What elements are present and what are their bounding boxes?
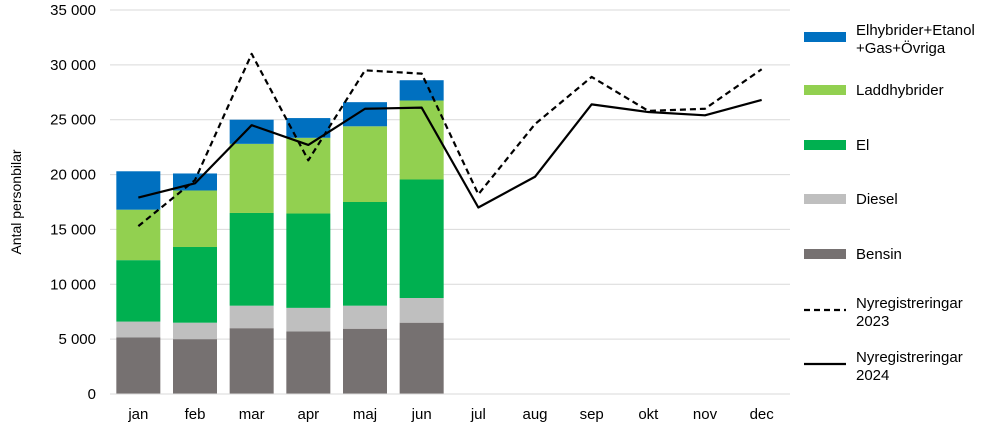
y-axis-title: Antal personbilar — [8, 149, 24, 254]
line-nyregistreringar-2024 — [138, 98, 762, 209]
bars — [116, 80, 444, 394]
legend-label: Laddhybrider — [856, 82, 944, 99]
x-tick-label: mar — [239, 406, 265, 423]
y-tick-label: 20 000 — [50, 167, 96, 184]
legend-swatch — [804, 32, 846, 42]
bar-segment-elhybrider-etanol-gas-vriga — [286, 118, 331, 138]
x-tick-label: feb — [185, 406, 206, 423]
x-tick-label: sep — [580, 406, 604, 423]
legend-label: Bensin — [856, 246, 902, 263]
y-tick-label: 35 000 — [50, 2, 96, 19]
x-tick-label: aug — [522, 406, 547, 423]
legend-label: Nyregistreringar — [856, 349, 963, 366]
bar-segment-el — [173, 246, 217, 323]
bar-segment-elhybrider-etanol-gas-vriga — [399, 80, 444, 101]
bar-segment-elhybrider-etanol-gas-vriga — [343, 102, 387, 127]
bar-segment-bensin — [173, 339, 217, 394]
bar-segment-diesel — [399, 298, 444, 323]
bar-segment-laddhybrider — [229, 143, 274, 213]
bar-segment-bensin — [116, 337, 161, 394]
bar-segment-el — [343, 202, 387, 306]
bar-segment-bensin — [399, 322, 444, 394]
x-tick-label: jan — [127, 406, 148, 423]
bar-segment-el — [399, 179, 444, 298]
bar-segment-diesel — [229, 305, 274, 329]
bar-segment-laddhybrider — [116, 209, 161, 261]
bar-segment-diesel — [116, 321, 161, 338]
bar-segment-diesel — [343, 305, 387, 329]
legend-swatch — [804, 140, 846, 150]
legend-label: El — [856, 137, 869, 154]
legend-swatch — [804, 249, 846, 259]
bar-segment-bensin — [229, 328, 274, 394]
x-tick-label: dec — [750, 406, 775, 423]
legend-label: Nyregistreringar — [856, 295, 963, 312]
bar-segment-laddhybrider — [399, 100, 444, 180]
legend-swatch — [804, 85, 846, 95]
x-tick-label: apr — [297, 406, 319, 423]
y-tick-label: 0 — [88, 386, 96, 403]
x-tick-label: jun — [411, 406, 432, 423]
y-tick-label: 5 000 — [58, 331, 96, 348]
bar-segment-laddhybrider — [173, 190, 217, 247]
x-tick-label: okt — [638, 406, 659, 423]
bar-segment-laddhybrider — [343, 126, 387, 202]
line-nyregistreringar-2023 — [137, 52, 763, 227]
y-tick-label: 30 000 — [50, 57, 96, 74]
y-tick-label: 15 000 — [50, 221, 96, 238]
x-tick-label: maj — [353, 406, 377, 423]
bar-segment-el — [286, 213, 331, 308]
bar-segment-elhybrider-etanol-gas-vriga — [116, 171, 161, 210]
lines — [137, 52, 763, 227]
bar-segment-laddhybrider — [286, 137, 331, 214]
bar-segment-bensin — [343, 328, 387, 394]
legend-label: Elhybrider+Etanol — [856, 22, 975, 39]
legend-label: Diesel — [856, 191, 898, 208]
legend-label: 2024 — [856, 367, 889, 384]
bar-segment-diesel — [286, 307, 331, 332]
y-tick-label: 10 000 — [50, 276, 96, 293]
y-axis-ticks: 0 5 000 10 000 15 000 20 000 25 000 30 000 35 0… — [50, 2, 96, 403]
bar-segment-el — [116, 260, 161, 322]
legend: Elhybrider+Etanol+Gas+Övriga Laddhybrider… — [804, 22, 975, 384]
bar-segment-el — [229, 212, 274, 306]
bar-segment-bensin — [286, 331, 331, 394]
gridlines — [110, 9, 790, 340]
legend-label: 2023 — [856, 313, 889, 330]
legend-swatch — [804, 194, 846, 204]
legend-label: +Gas+Övriga — [856, 39, 946, 57]
x-tick-label: nov — [693, 406, 718, 423]
x-tick-label: jul — [470, 406, 486, 423]
bar-segment-diesel — [173, 322, 217, 340]
x-axis-ticks: jan feb mar apr maj jun jul aug sep okt nov dec — [127, 406, 774, 423]
y-tick-label: 25 000 — [50, 112, 96, 129]
